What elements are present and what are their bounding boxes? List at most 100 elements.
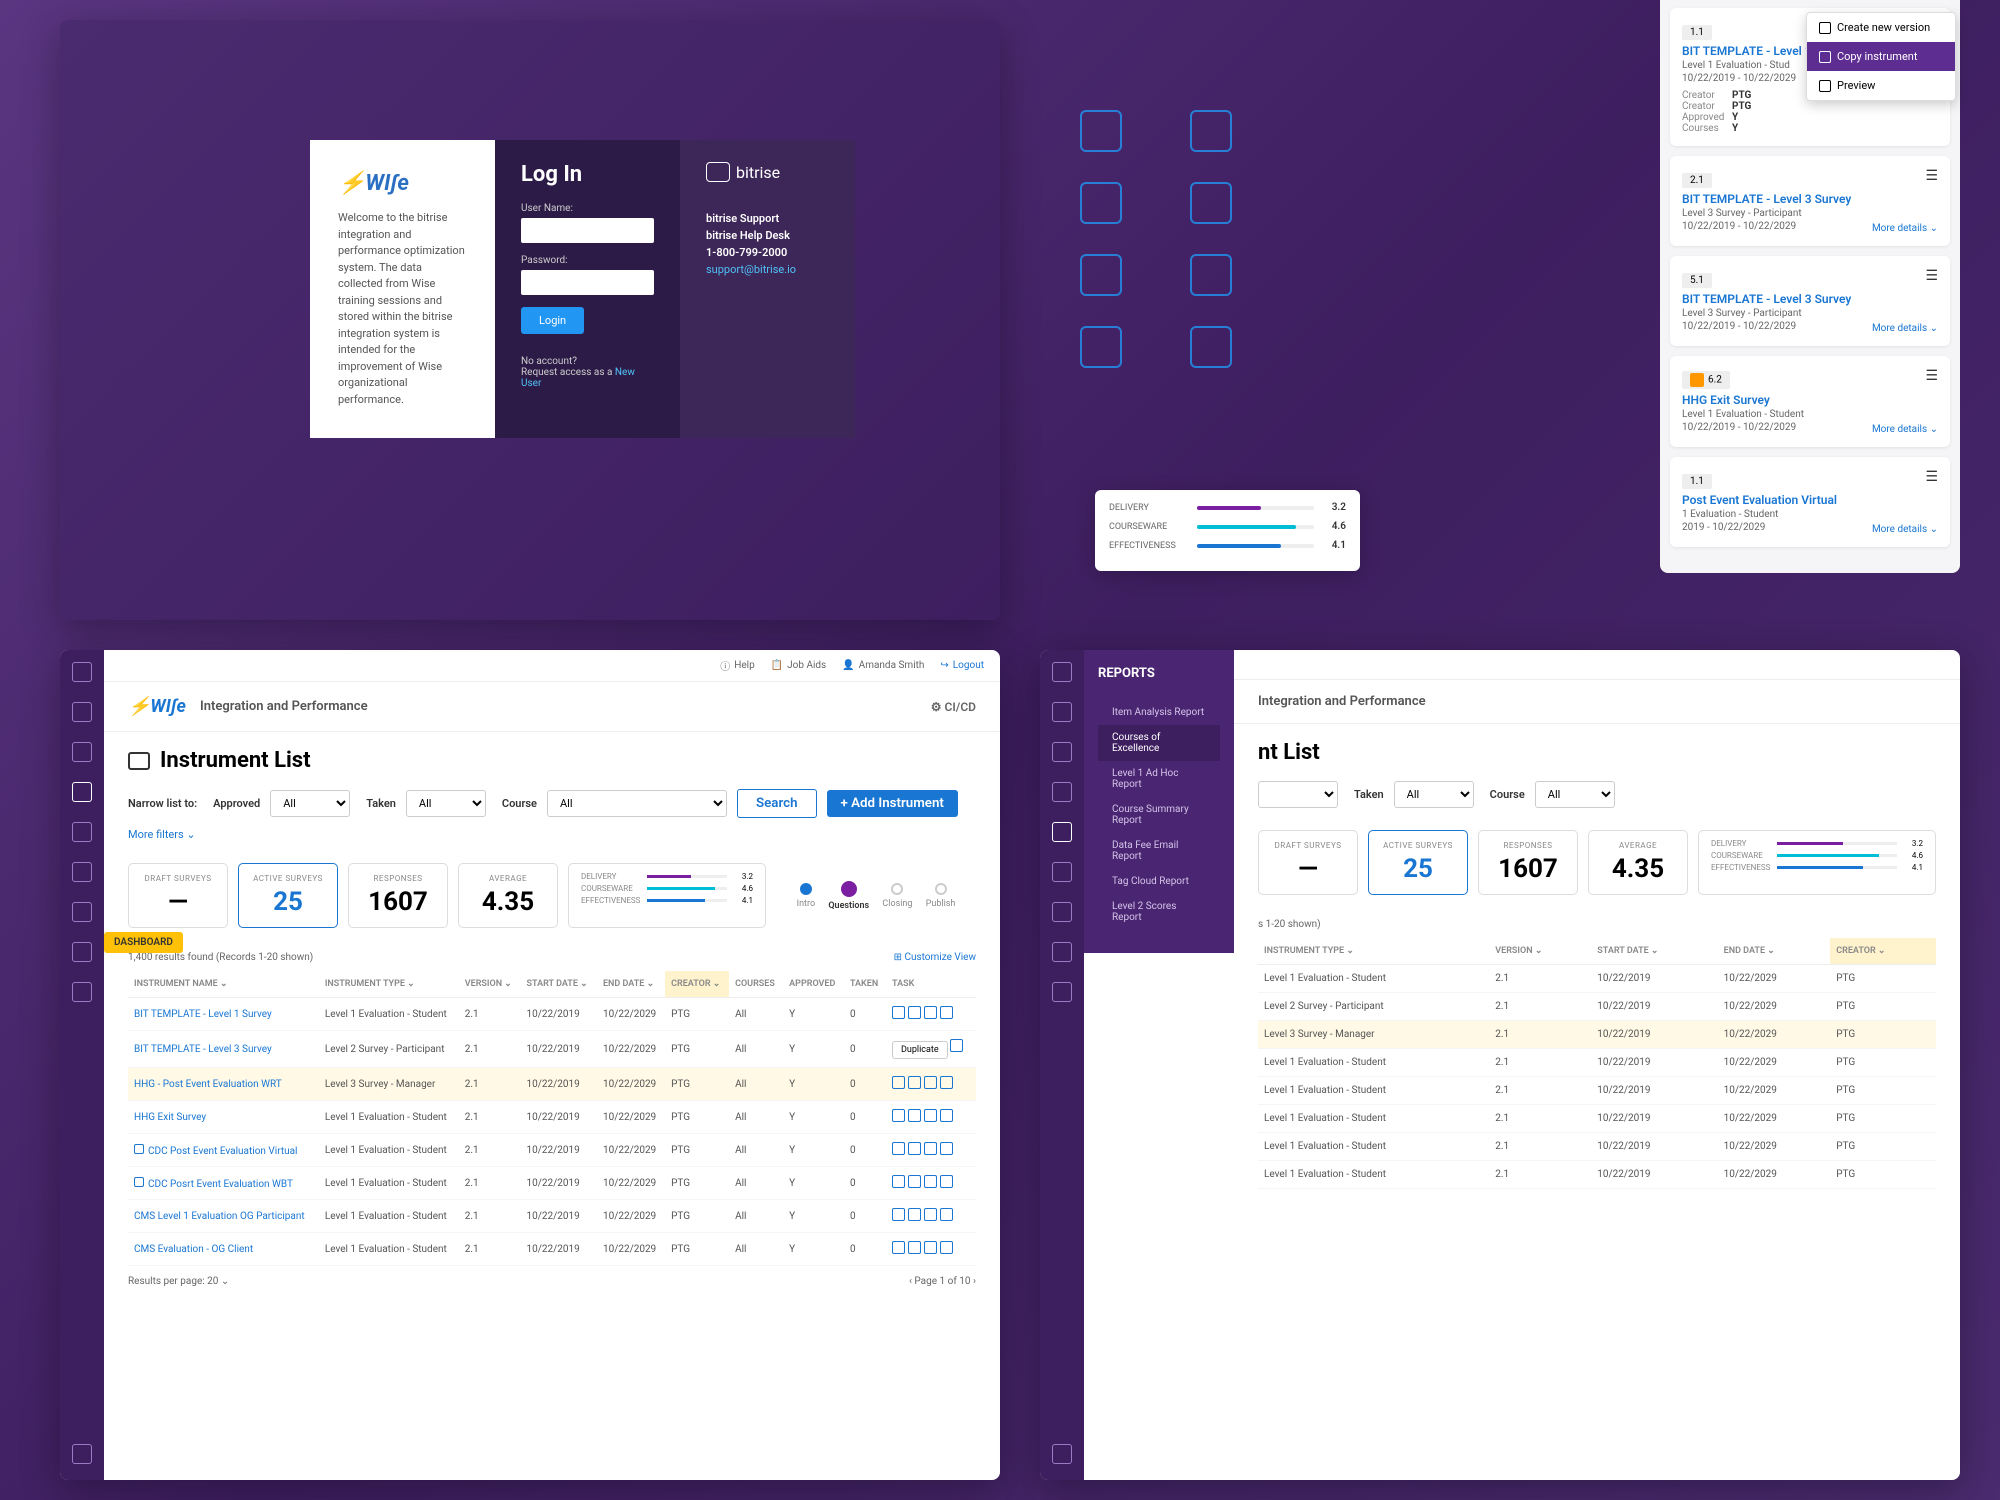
- stat-card[interactable]: ACTIVE SURVEYS25: [1368, 830, 1468, 895]
- task-icon[interactable]: [940, 1241, 953, 1254]
- sidebar-list-icon[interactable]: [1052, 782, 1072, 802]
- col-header[interactable]: INSTRUMENT TYPE ⌄: [1258, 938, 1489, 965]
- sidebar-doc-icon[interactable]: [72, 822, 92, 842]
- password-input[interactable]: [521, 270, 654, 295]
- instrument-name-link[interactable]: CMS Evaluation - OG Client: [128, 1233, 319, 1266]
- table-row[interactable]: CMS Evaluation - OG ClientLevel 1 Evalua…: [128, 1233, 976, 1266]
- login-button[interactable]: Login: [521, 307, 584, 334]
- sidebar-home-icon[interactable]: [1052, 702, 1072, 722]
- task-icon[interactable]: [892, 1208, 905, 1221]
- instrument-name-link[interactable]: BIT TEMPLATE - Level 1 Survey: [128, 998, 319, 1031]
- survey-card[interactable]: ☰ 5.1 BIT TEMPLATE - Level 3 Survey Leve…: [1670, 256, 1950, 346]
- col-header[interactable]: VERSION ⌄: [459, 971, 521, 998]
- col-header[interactable]: TAKEN: [844, 971, 886, 998]
- jobaids-link[interactable]: 📋 Job Aids: [771, 660, 827, 671]
- task-icon[interactable]: [908, 1241, 921, 1254]
- task-icon[interactable]: [908, 1142, 921, 1155]
- task-icon[interactable]: [940, 1175, 953, 1188]
- col-header[interactable]: END DATE ⌄: [597, 971, 665, 998]
- page-nav[interactable]: ‹ Page 1 of 10 ›: [909, 1276, 976, 1287]
- sidebar-settings2-icon[interactable]: [72, 982, 92, 1002]
- ctx-copy-instrument[interactable]: Copy instrument: [1807, 42, 1955, 71]
- col-header[interactable]: TASK: [886, 971, 976, 998]
- instrument-name-link[interactable]: CDC Post Event Evaluation Virtual: [128, 1134, 319, 1167]
- card-title[interactable]: BIT TEMPLATE - Level 3 Survey: [1682, 192, 1938, 206]
- report-item[interactable]: Data Fee Email Report: [1098, 833, 1220, 869]
- more-details-link[interactable]: More details ⌄: [1872, 524, 1938, 535]
- task-icon[interactable]: [908, 1076, 921, 1089]
- ctx-preview[interactable]: Preview: [1807, 71, 1955, 100]
- logout-link[interactable]: ↪ Logout: [940, 660, 984, 671]
- more-details-link[interactable]: More details ⌄: [1872, 424, 1938, 435]
- table-row[interactable]: BIT TEMPLATE - Level 1 SurveyLevel 1 Eva…: [128, 998, 976, 1031]
- task-icon[interactable]: [892, 1175, 905, 1188]
- list-icon[interactable]: ☰: [1925, 469, 1938, 485]
- approved-select[interactable]: [1258, 781, 1338, 808]
- table-row[interactable]: BIT TEMPLATE - Level 3 SurveyLevel 2 Sur…: [128, 1031, 976, 1068]
- course-select[interactable]: All: [547, 790, 727, 817]
- sidebar-dashboard-icon[interactable]: [72, 902, 92, 922]
- username-input[interactable]: [521, 218, 654, 243]
- task-icon[interactable]: [908, 1208, 921, 1221]
- step-publish[interactable]: Publish: [926, 883, 956, 909]
- task-icon[interactable]: [908, 1109, 921, 1122]
- sidebar-dashboard-icon[interactable]: [1052, 902, 1072, 922]
- duplicate-button[interactable]: Duplicate: [892, 1041, 948, 1059]
- survey-card[interactable]: ☰ 2.1 BIT TEMPLATE - Level 3 Survey Leve…: [1670, 156, 1950, 246]
- support-email-link[interactable]: support@bitrise.io: [706, 263, 796, 276]
- table-row[interactable]: CDC Posrt Event Evaluation WBTLevel 1 Ev…: [128, 1167, 976, 1200]
- task-icon[interactable]: [892, 1006, 905, 1019]
- card-title[interactable]: BIT TEMPLATE - Level 3 Survey: [1682, 292, 1938, 306]
- sidebar-screen-icon[interactable]: [1052, 942, 1072, 962]
- task-icon[interactable]: [940, 1208, 953, 1221]
- table-row[interactable]: HHG Exit SurveyLevel 1 Evaluation - Stud…: [128, 1101, 976, 1134]
- ctx-create-version[interactable]: Create new version: [1807, 13, 1955, 42]
- task-icon[interactable]: [892, 1241, 905, 1254]
- stat-card[interactable]: RESPONSES1607: [348, 863, 448, 928]
- task-icon[interactable]: [908, 1006, 921, 1019]
- add-instrument-button[interactable]: + Add Instrument: [827, 790, 958, 817]
- survey-card[interactable]: ☰ 1.1 Post Event Evaluation Virtual 1 Ev…: [1670, 457, 1950, 547]
- stat-card[interactable]: DRAFT SURVEYS—: [1258, 830, 1358, 895]
- report-item[interactable]: Level 2 Scores Report: [1098, 894, 1220, 930]
- report-item[interactable]: Level 1 Ad Hoc Report: [1098, 761, 1220, 797]
- instrument-name-link[interactable]: BIT TEMPLATE - Level 3 Survey: [128, 1031, 319, 1068]
- task-icon[interactable]: [924, 1006, 937, 1019]
- sidebar-gear-icon[interactable]: [1052, 1444, 1072, 1464]
- search-button[interactable]: Search: [737, 789, 817, 818]
- card-title[interactable]: Post Event Evaluation Virtual: [1682, 493, 1938, 507]
- table-row[interactable]: Level 1 Evaluation - Student2.110/22/201…: [1258, 1077, 1936, 1105]
- sidebar-gear-icon[interactable]: [72, 1444, 92, 1464]
- more-details-link[interactable]: More details ⌄: [1872, 223, 1938, 234]
- sidebar-list-icon[interactable]: [72, 782, 92, 802]
- sidebar-inbox-icon[interactable]: [1052, 862, 1072, 882]
- help-link[interactable]: ⓘ Help: [720, 658, 754, 673]
- sidebar-flag-icon[interactable]: [1052, 742, 1072, 762]
- instrument-name-link[interactable]: HHG - Post Event Evaluation WRT: [128, 1068, 319, 1101]
- task-icon[interactable]: [924, 1175, 937, 1188]
- card-title[interactable]: HHG Exit Survey: [1682, 393, 1938, 407]
- task-icon[interactable]: [892, 1142, 905, 1155]
- task-icon[interactable]: [940, 1076, 953, 1089]
- instrument-name-link[interactable]: CMS Level 1 Evaluation OG Participant: [128, 1200, 319, 1233]
- sidebar-inbox-icon[interactable]: [72, 862, 92, 882]
- stat-card[interactable]: RESPONSES1607: [1478, 830, 1578, 895]
- customize-view-link[interactable]: ⊞ Customize View: [894, 952, 976, 963]
- step-questions[interactable]: Questions: [828, 881, 869, 911]
- task-icon[interactable]: [924, 1109, 937, 1122]
- sidebar-screen-icon[interactable]: [72, 942, 92, 962]
- step-intro[interactable]: Intro: [797, 883, 815, 909]
- col-header[interactable]: INSTRUMENT NAME ⌄: [128, 971, 319, 998]
- taken-select[interactable]: All: [406, 790, 486, 817]
- table-row[interactable]: Level 2 Survey - Participant2.110/22/201…: [1258, 993, 1936, 1021]
- task-icon[interactable]: [924, 1241, 937, 1254]
- taken-select[interactable]: All: [1394, 781, 1474, 808]
- table-row[interactable]: HHG - Post Event Evaluation WRTLevel 3 S…: [128, 1068, 976, 1101]
- report-item[interactable]: Course Summary Report: [1098, 797, 1220, 833]
- table-row[interactable]: Level 1 Evaluation - Student2.110/22/201…: [1258, 965, 1936, 993]
- col-header[interactable]: INSTRUMENT TYPE ⌄: [319, 971, 459, 998]
- more-filters-link[interactable]: More filters ⌄: [128, 828, 196, 841]
- sidebar-home-icon[interactable]: [72, 702, 92, 722]
- stat-card[interactable]: DRAFT SURVEYS—: [128, 863, 228, 928]
- instrument-name-link[interactable]: HHG Exit Survey: [128, 1101, 319, 1134]
